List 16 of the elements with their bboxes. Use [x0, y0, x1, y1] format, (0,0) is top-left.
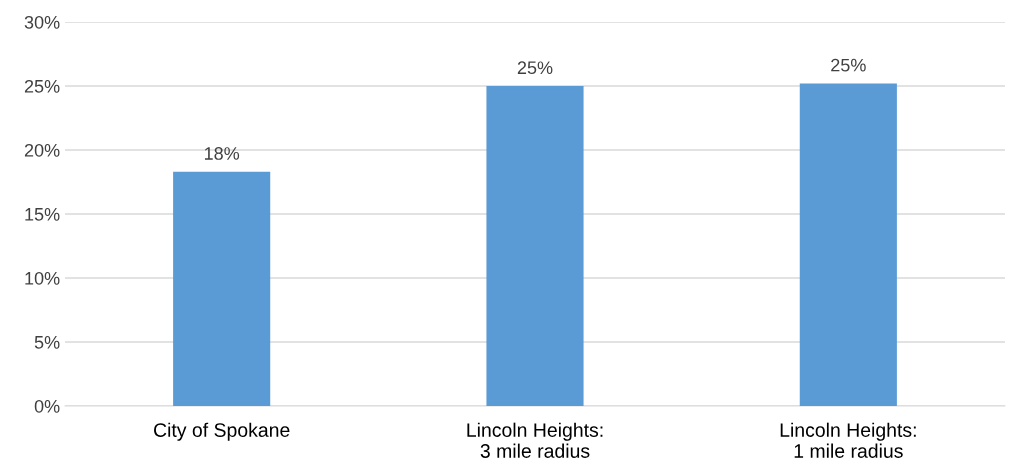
y-tick-label: 10% — [25, 271, 60, 285]
bar — [173, 171, 271, 406]
x-tick-label: City of Spokane — [154, 422, 290, 441]
y-tick-label: 25% — [24, 79, 60, 93]
y-tick-label: 0% — [34, 399, 60, 413]
data-label: 25% — [517, 61, 553, 75]
bar — [799, 83, 897, 406]
y-tick-label: 20% — [24, 143, 60, 157]
y-tick-label: 15% — [25, 208, 60, 221]
x-tick-label: Lincoln Heights: 3 mile radius — [467, 422, 603, 458]
bar — [486, 86, 584, 406]
data-label: 18% — [204, 147, 240, 160]
y-tick-label: 5% — [34, 336, 60, 349]
data-label: 25% — [831, 58, 866, 72]
y-tick-label: 30% — [24, 15, 60, 29]
x-tick-label: Lincoln Heights: 1 mile radius — [780, 422, 916, 458]
